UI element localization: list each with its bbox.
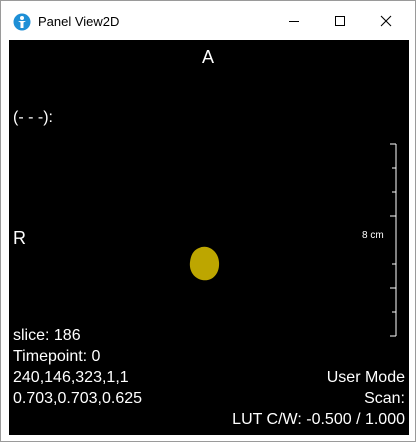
scale-bar: [390, 143, 397, 337]
scale-bar-label: 8 cm: [362, 230, 384, 241]
mode-label: User Mode: [326, 369, 405, 386]
maximize-button[interactable]: [317, 1, 363, 40]
cursor-value-label: (- - -):: [13, 109, 53, 126]
voxel-spacing-label: 0.703,0.703,0.625: [13, 390, 143, 407]
minimize-icon: [289, 20, 299, 22]
slice-label: slice: 186: [13, 327, 81, 344]
lut-label: LUT C/W: -0.500 / 1.000: [232, 411, 405, 428]
maximize-icon: [335, 15, 345, 26]
orientation-label-anterior: A: [202, 47, 215, 67]
segmentation-region: [189, 246, 220, 281]
orientation-label-right: R: [13, 228, 26, 248]
image-viewport[interactable]: A R (- - -): 8 cm slice: 186 Timepoint: …: [9, 40, 409, 435]
voxel-coordinates-label: 240,146,323,1,1: [13, 369, 129, 386]
scan-label: Scan:: [364, 390, 405, 407]
close-icon: [380, 15, 392, 26]
app-icon: [13, 13, 31, 31]
title-bar[interactable]: Panel View2D: [1, 1, 415, 40]
minimize-button[interactable]: [271, 1, 317, 40]
timepoint-label: Timepoint: 0: [13, 348, 101, 365]
close-button[interactable]: [363, 1, 409, 40]
window-title: Panel View2D: [38, 14, 120, 29]
